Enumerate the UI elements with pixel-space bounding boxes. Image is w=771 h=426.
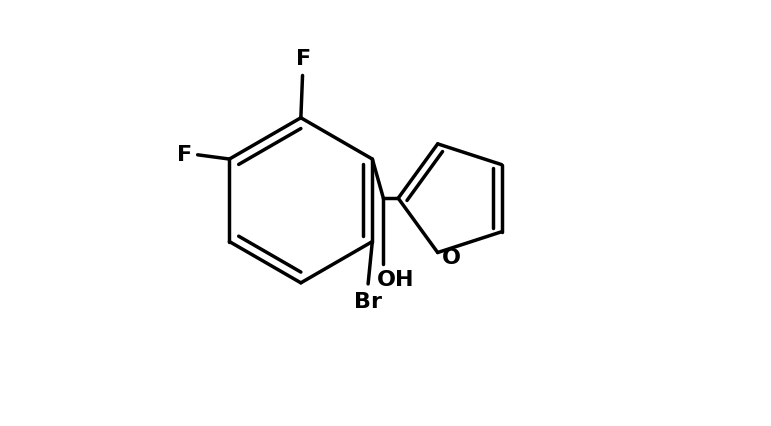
- Text: F: F: [296, 49, 311, 69]
- Text: Br: Br: [354, 292, 382, 312]
- Text: O: O: [442, 248, 461, 268]
- Text: OH: OH: [376, 270, 414, 290]
- Text: F: F: [177, 145, 192, 165]
